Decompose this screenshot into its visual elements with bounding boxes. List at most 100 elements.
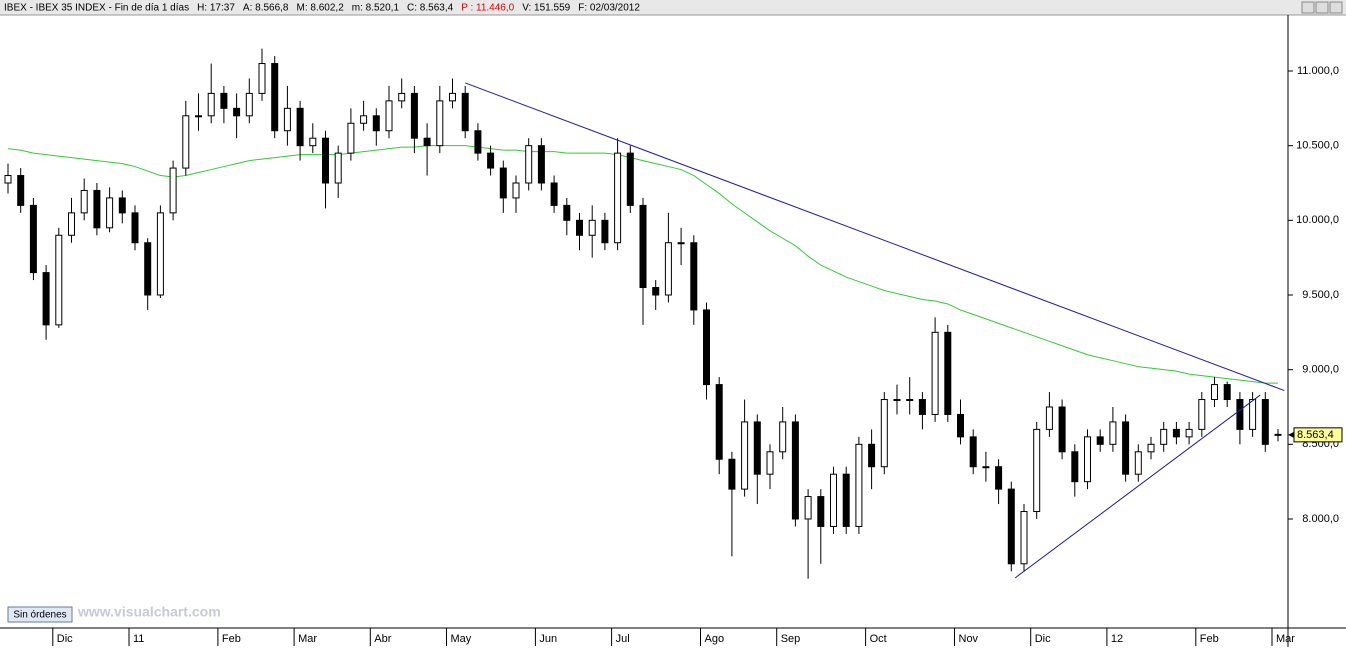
candle-body bbox=[525, 145, 533, 184]
x-tick-label: Dic bbox=[1035, 633, 1051, 645]
header-field: P : 11.446,0 bbox=[461, 3, 514, 14]
candle-body bbox=[309, 137, 317, 147]
candle-body bbox=[360, 115, 368, 124]
header-bar bbox=[0, 0, 1346, 15]
candle-body bbox=[982, 466, 990, 469]
candle-body bbox=[931, 331, 939, 415]
watermark: www.visualchart.com bbox=[77, 604, 221, 620]
candle-body bbox=[779, 421, 787, 453]
candle-body bbox=[499, 167, 507, 199]
x-tick-label: Sep bbox=[781, 633, 801, 645]
candle-body bbox=[322, 137, 329, 184]
candle-body bbox=[995, 466, 1003, 490]
header-field: IBEX - IBEX 35 INDEX - Fin de día 1 días bbox=[4, 3, 189, 14]
candle-body bbox=[893, 399, 901, 402]
y-tick-label: 11.000,0 bbox=[1297, 65, 1339, 77]
candle-body bbox=[563, 204, 571, 221]
x-tick-label: Jun bbox=[539, 633, 557, 645]
candle-body bbox=[461, 92, 469, 132]
candle-body bbox=[1211, 384, 1218, 401]
candle-body bbox=[614, 152, 622, 244]
candle-body bbox=[804, 496, 812, 520]
candle-body bbox=[42, 272, 50, 326]
candle-body bbox=[817, 496, 825, 527]
candle-body bbox=[715, 384, 723, 460]
candle-body bbox=[1096, 436, 1104, 445]
candle-body bbox=[753, 421, 761, 475]
x-tick-label: 11 bbox=[133, 633, 144, 645]
x-tick-label: Dic bbox=[57, 633, 73, 645]
candle-body bbox=[1058, 406, 1066, 453]
close-button[interactable] bbox=[1329, 1, 1343, 14]
last-price-pointer bbox=[1288, 431, 1294, 438]
candle-body bbox=[347, 122, 355, 154]
orders-button-label[interactable]: Sin órdenes bbox=[13, 610, 66, 621]
candle-body bbox=[144, 242, 152, 296]
candle-body bbox=[830, 473, 837, 527]
trendline bbox=[465, 82, 1285, 392]
candle-body bbox=[1236, 399, 1244, 430]
candle-body bbox=[639, 204, 647, 289]
candle-body bbox=[29, 204, 37, 274]
candle-body bbox=[1147, 443, 1155, 453]
candle-body bbox=[969, 436, 977, 468]
moving-average bbox=[7, 145, 1278, 384]
header-field: C: 8.563,4 bbox=[407, 3, 454, 14]
minimize-button[interactable] bbox=[1301, 1, 1315, 14]
candle-body bbox=[855, 443, 863, 527]
x-tick-label: Jul bbox=[616, 633, 630, 645]
candle-body bbox=[436, 100, 444, 147]
candle-body bbox=[372, 115, 380, 132]
candle-body bbox=[626, 152, 634, 206]
candle-body bbox=[880, 399, 888, 468]
candle-body bbox=[195, 115, 202, 118]
candle-body bbox=[588, 219, 596, 236]
x-tick-label: Nov bbox=[959, 633, 979, 645]
orders-button[interactable] bbox=[7, 606, 73, 623]
x-tick-label: Mar bbox=[298, 633, 317, 645]
candle-body bbox=[791, 421, 799, 520]
header-field: F: 02/03/2012 bbox=[578, 3, 640, 14]
candle-body bbox=[576, 219, 583, 236]
candle-body bbox=[245, 92, 253, 117]
x-tick-label: Feb bbox=[222, 633, 241, 645]
maximize-button[interactable] bbox=[1315, 1, 1329, 14]
candle-body bbox=[131, 212, 139, 244]
candle-body bbox=[652, 287, 660, 296]
candle-body bbox=[1261, 399, 1269, 445]
candle-body bbox=[1134, 451, 1142, 475]
candle-body bbox=[728, 458, 736, 490]
candle-body bbox=[1033, 428, 1041, 513]
candle-body bbox=[690, 242, 698, 311]
candle-body bbox=[842, 473, 850, 527]
candle-body bbox=[156, 212, 164, 296]
candle-body bbox=[906, 399, 914, 402]
x-tick-label: Abr bbox=[374, 633, 391, 645]
window-buttons[interactable] bbox=[1301, 1, 1343, 14]
candle-body bbox=[1223, 384, 1231, 401]
y-tick-label: 9.500,0 bbox=[1302, 289, 1339, 301]
candle-body bbox=[944, 331, 952, 415]
candle-body bbox=[677, 242, 685, 245]
x-tick-label: Oct bbox=[870, 633, 887, 645]
candle-body bbox=[68, 212, 75, 236]
candle-body bbox=[80, 189, 88, 214]
candle-body bbox=[182, 115, 190, 169]
x-tick-label: Ago bbox=[705, 633, 725, 645]
candle-body bbox=[233, 107, 241, 117]
candle-body bbox=[957, 413, 964, 438]
candle-body bbox=[1172, 428, 1180, 438]
y-tick-label: 10.500,0 bbox=[1296, 140, 1339, 152]
candle-body bbox=[1274, 433, 1282, 436]
candle-body bbox=[169, 167, 177, 214]
candle-body bbox=[1160, 428, 1168, 445]
candle-body bbox=[398, 92, 406, 102]
candle-body bbox=[4, 175, 12, 184]
candle-body bbox=[334, 152, 342, 184]
candle-body bbox=[449, 92, 456, 102]
candle-body bbox=[283, 107, 291, 132]
candle-body bbox=[220, 92, 228, 109]
candle-body bbox=[703, 309, 710, 386]
header-field: A: 8.566,8 bbox=[243, 3, 289, 14]
